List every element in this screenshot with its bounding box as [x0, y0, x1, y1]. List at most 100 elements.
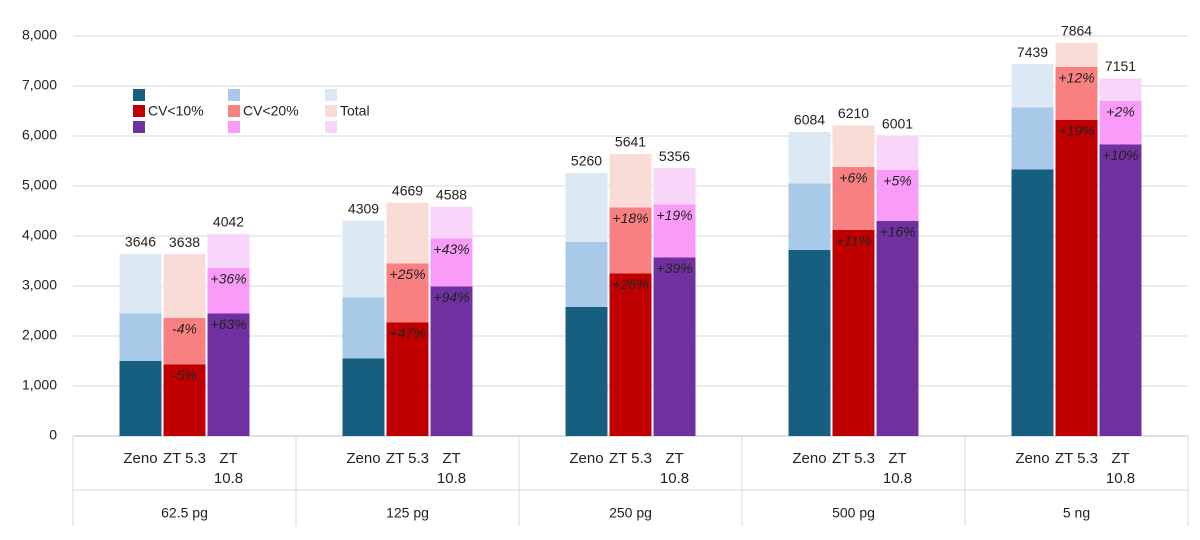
x-tick-label: Zeno: [123, 450, 158, 467]
x-tick-label: ZT 5.3: [1054, 450, 1099, 467]
bar-segment: [1099, 78, 1142, 101]
bar-segment: [386, 202, 429, 264]
bar-segment: [609, 273, 652, 436]
change-label: +6%: [839, 170, 867, 186]
total-label: 4309: [348, 200, 379, 216]
change-label: +43%: [433, 241, 469, 257]
total-label: 4588: [436, 186, 467, 202]
group-label: 250 pg: [609, 505, 652, 521]
total-label: 4042: [213, 214, 244, 230]
bar-segment: [386, 322, 429, 436]
bar-segment: [609, 153, 652, 208]
total-label: 3646: [125, 233, 156, 249]
bar-segment: [1011, 64, 1054, 108]
change-label: +36%: [210, 271, 246, 287]
x-tick-label: Zeno: [792, 450, 827, 467]
x-tick-label: ZT 10.8: [659, 450, 690, 487]
x-tick-label: ZT 10.8: [436, 450, 467, 487]
legend-label: Total: [340, 103, 370, 119]
total-label: 6001: [882, 116, 913, 132]
total-label: 3638: [169, 234, 200, 250]
y-tick-label: 1,000: [22, 377, 57, 393]
legend-swatch: [228, 89, 240, 101]
x-tick-label: Zeno: [346, 450, 381, 467]
x-tick-label: Zeno: [1015, 450, 1050, 467]
legend-swatch: [325, 89, 337, 101]
change-label: +94%: [433, 289, 469, 305]
bar-segment: [876, 170, 919, 221]
change-label: +12%: [1058, 70, 1094, 86]
total-label: 7439: [1017, 44, 1048, 60]
bar-segment: [430, 206, 473, 239]
legend-swatch: [133, 105, 145, 117]
bar-segment: [1055, 42, 1098, 67]
y-tick-label: 3,000: [22, 277, 57, 293]
bar-segment: [788, 250, 831, 436]
x-tick-label: ZT 5.3: [385, 450, 430, 467]
group-label: 5 ng: [1063, 505, 1090, 521]
x-tick-label: ZT 5.3: [831, 450, 876, 467]
legend-swatch: [325, 121, 337, 133]
legend-label: CV<20%: [243, 103, 299, 119]
change-label: +2%: [1106, 104, 1134, 120]
bar-segment: [1055, 120, 1098, 436]
group-label: 500 pg: [832, 505, 875, 521]
bar-segment: [565, 242, 608, 307]
group-label: 125 pg: [386, 505, 429, 521]
y-tick-label: 2,000: [22, 327, 57, 343]
change-label: +26%: [612, 276, 648, 292]
y-tick-label: 6,000: [22, 127, 57, 143]
bar-segment: [207, 233, 250, 268]
group-label: 62.5 pg: [161, 505, 208, 521]
x-tick-label: Zeno: [569, 450, 604, 467]
legend-swatch: [133, 89, 145, 101]
change-label: +16%: [879, 224, 915, 240]
bar-segment: [1055, 67, 1098, 120]
change-label: +25%: [389, 266, 425, 282]
bar-segment: [119, 253, 162, 314]
x-tick-label: ZT 10.8: [213, 450, 244, 487]
change-label: +11%: [836, 233, 871, 249]
bar-segment: [653, 257, 696, 436]
bar-segment: [342, 358, 385, 436]
x-tick-label: ZT 5.3: [162, 450, 207, 467]
change-label: +39%: [656, 260, 692, 276]
bar-segment: [788, 131, 831, 184]
x-tick-label: ZT 5.3: [608, 450, 653, 467]
bar-segment: [832, 125, 875, 167]
bar-segment: [119, 313, 162, 361]
bar-segment: [430, 238, 473, 287]
change-label: +10%: [1102, 147, 1138, 163]
change-label: -4%: [172, 321, 197, 337]
bar-segment: [342, 297, 385, 359]
bar-segment: [163, 318, 206, 365]
change-label: +63%: [210, 316, 246, 332]
legend-label: CV<10%: [148, 103, 204, 119]
bar-segment: [832, 167, 875, 230]
bar-segment: [207, 313, 250, 436]
y-tick-label: 8,000: [22, 27, 57, 43]
bar-segment: [163, 364, 206, 436]
bar-segment: [386, 263, 429, 323]
bar-segment: [876, 135, 919, 170]
legend-swatch: [228, 105, 240, 117]
change-label: +18%: [612, 210, 648, 226]
y-tick-label: 7,000: [22, 77, 57, 93]
bar-segment: [1011, 169, 1054, 436]
bar-segment: [1099, 144, 1142, 436]
x-tick-label: ZT 10.8: [882, 450, 913, 487]
bar-segment: [565, 307, 608, 436]
x-tick-label: ZT 10.8: [1105, 450, 1136, 487]
bar-segment: [430, 286, 473, 436]
change-label: +19%: [1058, 123, 1094, 139]
legend-swatch: [133, 121, 145, 133]
legend-swatch: [228, 121, 240, 133]
total-label: 4669: [392, 182, 423, 198]
bar-segment: [1099, 101, 1142, 145]
y-tick-label: 5,000: [22, 177, 57, 193]
total-label: 5356: [659, 148, 690, 164]
bar-segment: [832, 230, 875, 436]
change-label: +19%: [656, 207, 692, 223]
bar-segment: [342, 220, 385, 298]
